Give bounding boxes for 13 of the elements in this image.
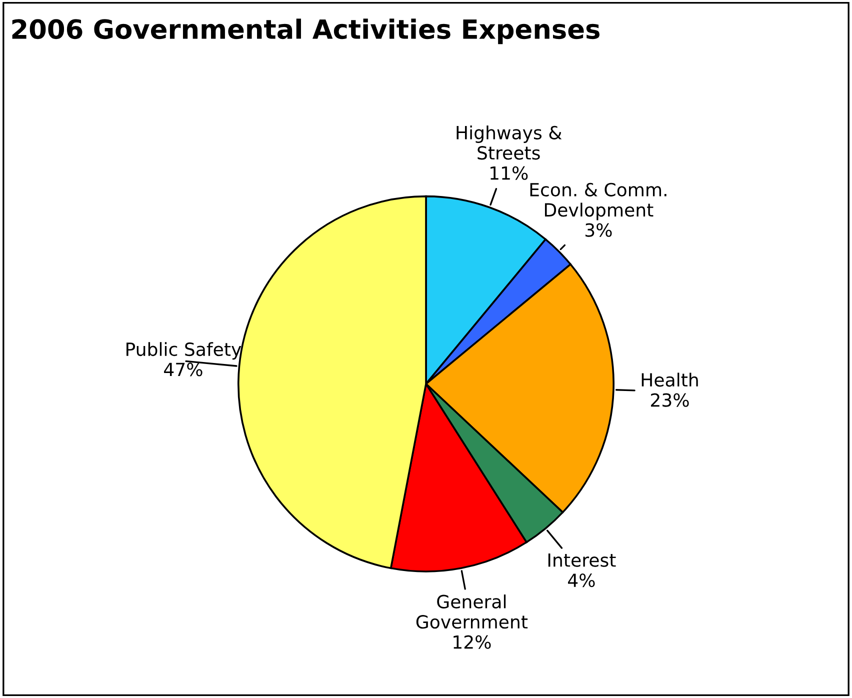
slice-label: Health bbox=[642, 372, 698, 387]
slice-label: General Government bbox=[416, 594, 528, 629]
data-label: 47% bbox=[164, 362, 202, 376]
data-label: 3% bbox=[585, 223, 612, 237]
slice-label: Highways & Streets bbox=[456, 126, 562, 160]
chart-title: 2006 Governmental Activities Expenses bbox=[12, 18, 600, 44]
slice-label: Interest bbox=[548, 554, 616, 567]
slice-label: Econ. & Comm. Devlopment bbox=[530, 182, 666, 220]
data-label: 12% bbox=[454, 635, 491, 649]
data-label: 4% bbox=[568, 573, 595, 588]
data-label: 11% bbox=[490, 166, 528, 180]
slice-label: Public Safety bbox=[126, 342, 242, 360]
data-label: 23% bbox=[651, 393, 689, 407]
